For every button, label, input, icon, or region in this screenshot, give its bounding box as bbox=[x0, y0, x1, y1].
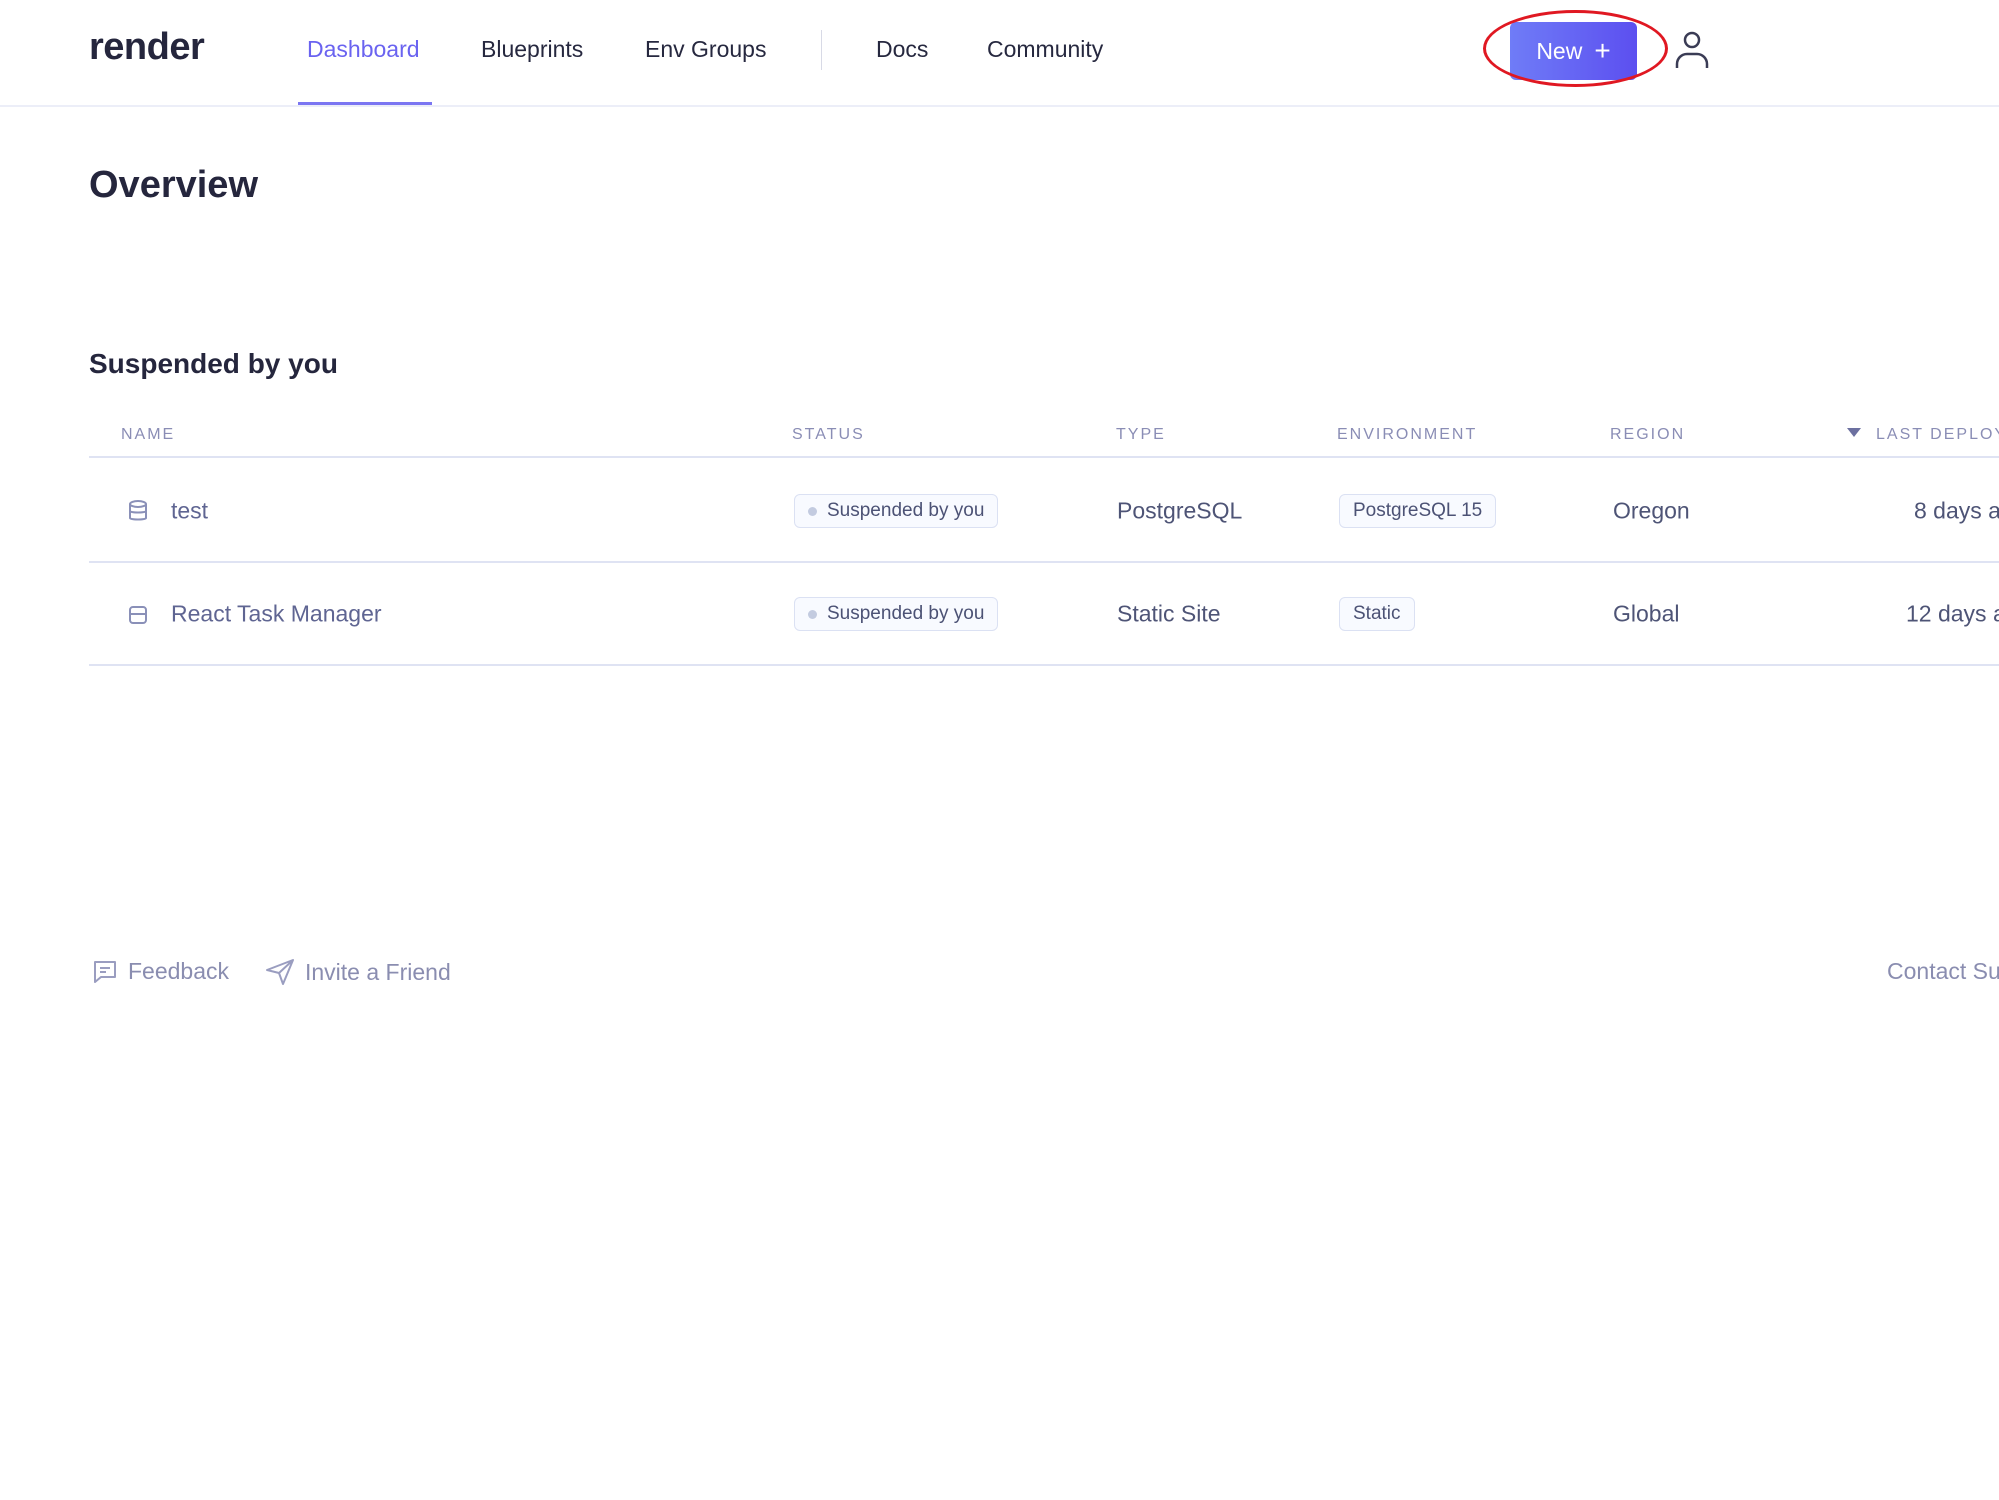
region: Oregon bbox=[1613, 497, 1690, 524]
highlight-annotation bbox=[1483, 10, 1668, 87]
status-badge: Suspended by you bbox=[794, 494, 999, 528]
service-type: PostgreSQL bbox=[1117, 497, 1243, 524]
sort-desc-icon[interactable] bbox=[1847, 428, 1861, 438]
invite-friend-link[interactable]: Invite a Friend bbox=[265, 958, 451, 986]
column-header-status[interactable]: STATUS bbox=[792, 426, 865, 443]
nav-docs[interactable]: Docs bbox=[876, 36, 929, 62]
service-name-link[interactable]: test bbox=[171, 497, 209, 524]
status-text: Suspended by you bbox=[827, 603, 985, 624]
status-text: Suspended by you bbox=[827, 500, 985, 521]
user-icon[interactable] bbox=[1672, 28, 1712, 72]
column-header-last-deploy[interactable]: LAST DEPLOY bbox=[1876, 426, 1999, 443]
status-dot bbox=[808, 609, 817, 619]
environment-badge: Static bbox=[1339, 597, 1415, 631]
status-dot bbox=[808, 506, 817, 516]
nav-blueprints[interactable]: Blueprints bbox=[481, 36, 584, 62]
service-type: Static Site bbox=[1117, 600, 1221, 627]
table-header-divider bbox=[89, 456, 1999, 458]
region: Global bbox=[1613, 600, 1680, 627]
contact-support-link[interactable]: Contact Su bbox=[1887, 958, 1999, 984]
column-header-environment[interactable]: ENVIRONMENT bbox=[1337, 426, 1478, 443]
last-deploy: 8 days a bbox=[1914, 497, 1999, 524]
render-logo[interactable]: render bbox=[89, 26, 205, 68]
row-divider bbox=[89, 561, 1999, 563]
database-icon bbox=[129, 500, 147, 521]
status-badge: Suspended by you bbox=[794, 597, 999, 631]
invite-label: Invite a Friend bbox=[305, 958, 451, 985]
feedback-link[interactable]: Feedback bbox=[92, 958, 229, 985]
active-tab-indicator bbox=[298, 102, 432, 105]
feedback-icon bbox=[94, 960, 116, 983]
feedback-label: Feedback bbox=[128, 958, 230, 984]
static-site-icon bbox=[129, 606, 147, 624]
nav-dashboard[interactable]: Dashboard bbox=[307, 36, 420, 62]
column-header-region[interactable]: REGION bbox=[1610, 426, 1686, 443]
column-header-type[interactable]: TYPE bbox=[1116, 426, 1166, 443]
page-title: Overview bbox=[89, 164, 258, 206]
service-name-link[interactable]: React Task Manager bbox=[171, 600, 382, 627]
nav-env-groups[interactable]: Env Groups bbox=[645, 36, 767, 62]
nav-community[interactable]: Community bbox=[987, 36, 1104, 62]
row-divider bbox=[89, 664, 1999, 666]
column-header-name[interactable]: NAME bbox=[121, 426, 176, 443]
header-border bbox=[0, 105, 1999, 107]
nav-divider bbox=[821, 30, 822, 70]
last-deploy: 12 days a bbox=[1906, 600, 1999, 627]
section-title: Suspended by you bbox=[89, 348, 338, 379]
send-icon bbox=[266, 959, 294, 985]
environment-badge: PostgreSQL 15 bbox=[1339, 494, 1497, 528]
